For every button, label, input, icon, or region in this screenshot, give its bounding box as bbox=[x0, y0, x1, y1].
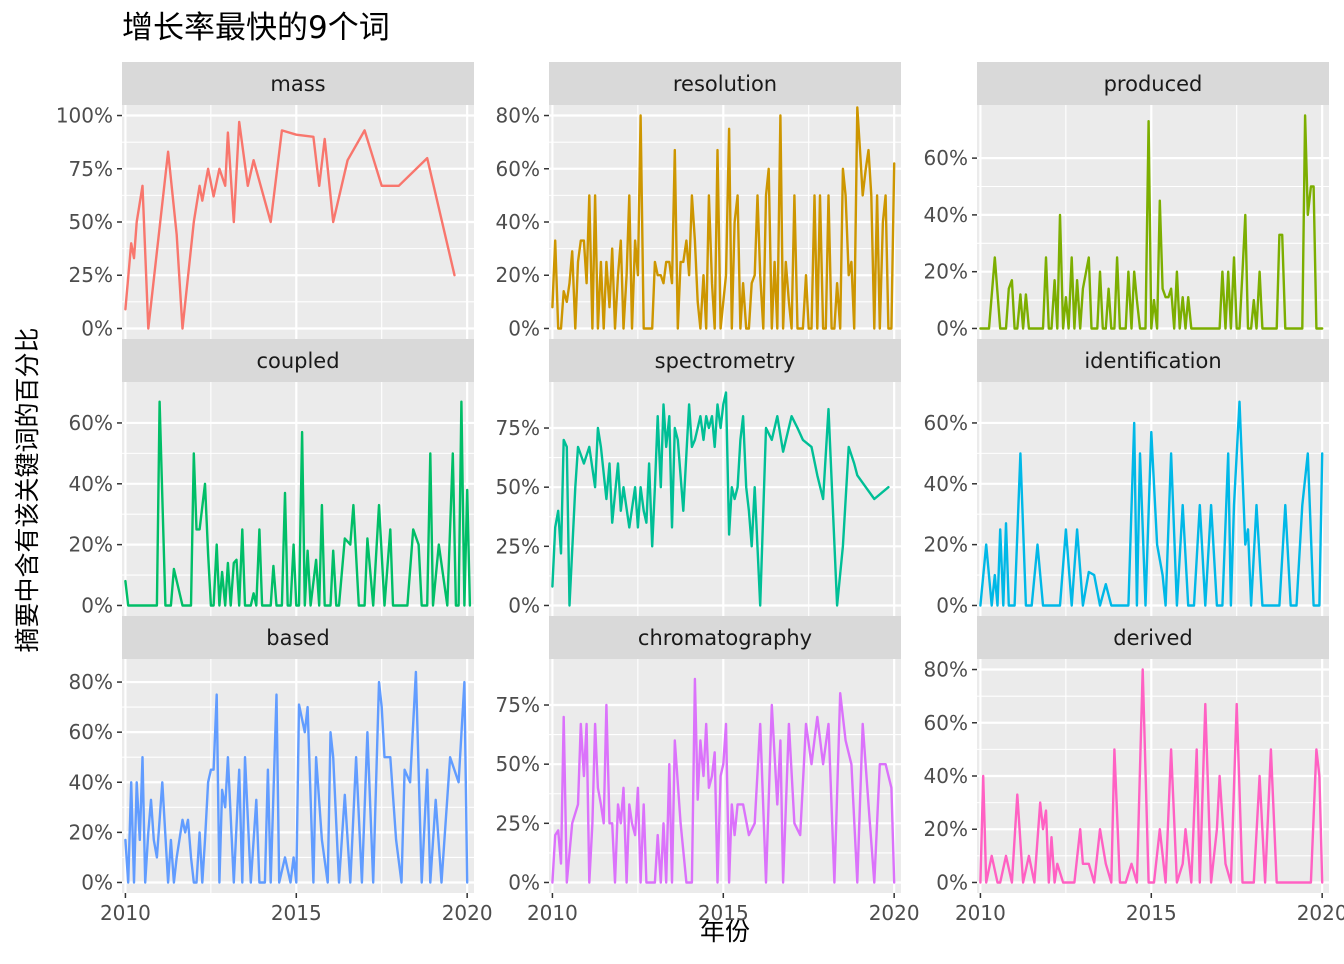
strip-mass bbox=[122, 62, 474, 105]
chart-title: 增长率最快的9个词 bbox=[122, 10, 390, 46]
y-tick-label: 40% bbox=[924, 472, 968, 496]
y-tick-label: 20% bbox=[924, 533, 968, 557]
series-line-coupled bbox=[124, 400, 472, 607]
y-tick-label: 60% bbox=[69, 720, 113, 744]
y-tick-label: 20% bbox=[69, 533, 113, 557]
series-line-mass bbox=[124, 120, 456, 330]
strip-derived bbox=[977, 616, 1329, 659]
strip-label-produced: produced bbox=[1104, 72, 1203, 96]
x-tick-label: 2015 bbox=[698, 901, 749, 925]
strip-produced bbox=[977, 62, 1329, 105]
series-line-produced bbox=[979, 114, 1324, 330]
y-tick-label: 0% bbox=[81, 593, 113, 617]
series-line-resolution bbox=[551, 106, 896, 330]
x-tick-label: 2020 bbox=[869, 901, 920, 925]
panel-resolution: resolution 0% 20% 40% 60% 80% bbox=[496, 62, 901, 344]
y-tick-label: 25% bbox=[496, 534, 540, 558]
series-line-chromatography bbox=[551, 677, 896, 884]
x-tick-label: 2010 bbox=[955, 901, 1006, 925]
panel-produced: produced 0% 20% 40% 60% bbox=[924, 62, 1329, 344]
strip-label-coupled: coupled bbox=[256, 349, 339, 373]
y-tick-label: 75% bbox=[496, 416, 540, 440]
panel-chromatography: chromatography 0% 25% 50% 75% 2010 2015 2020 bbox=[496, 616, 920, 925]
x-axis-title: 年份 bbox=[700, 917, 750, 946]
strip-identification bbox=[977, 339, 1329, 382]
series-line-spectrometry bbox=[551, 391, 890, 607]
strip-label-based: based bbox=[266, 626, 329, 650]
y-tick-label: 80% bbox=[69, 670, 113, 694]
strip-based bbox=[122, 616, 474, 659]
y-tick-label: 40% bbox=[496, 210, 540, 234]
panels: mass 0% 25% 50% 75% 100% resolution 0% 20% 40% 60%… bbox=[56, 62, 1344, 925]
x-tick-label: 2010 bbox=[527, 901, 578, 925]
panel-background-spectrometry bbox=[549, 382, 901, 616]
panel-based: based 0% 20% 40% 60% 80% 2010 2015 2020 bbox=[69, 616, 493, 925]
y-tick-label: 60% bbox=[496, 157, 540, 181]
y-tick-label: 50% bbox=[496, 475, 540, 499]
y-tick-label: 40% bbox=[924, 764, 968, 788]
strip-spectrometry bbox=[549, 339, 901, 382]
strip-chromatography bbox=[549, 616, 901, 659]
y-tick-label: 0% bbox=[936, 870, 968, 894]
y-tick-label: 75% bbox=[496, 693, 540, 717]
panel-derived: derived 0% 20% 40% 60% 80% 2010 2015 2020 bbox=[924, 616, 1344, 925]
strip-coupled bbox=[122, 339, 474, 382]
y-tick-label: 20% bbox=[924, 817, 968, 841]
y-tick-label: 20% bbox=[69, 820, 113, 844]
y-tick-label: 50% bbox=[69, 210, 113, 234]
panel-mass: mass 0% 25% 50% 75% 100% bbox=[56, 62, 474, 344]
series-line-derived bbox=[979, 668, 1324, 884]
panel-background-chromatography bbox=[549, 659, 901, 893]
panel-background-coupled bbox=[122, 382, 474, 616]
y-tick-label: 0% bbox=[936, 593, 968, 617]
strip-label-identification: identification bbox=[1084, 349, 1221, 373]
strip-label-chromatography: chromatography bbox=[638, 626, 812, 650]
y-tick-label: 0% bbox=[81, 316, 113, 340]
y-tick-label: 60% bbox=[69, 411, 113, 435]
y-tick-label: 25% bbox=[496, 811, 540, 835]
strip-label-mass: mass bbox=[270, 72, 325, 96]
y-axis-title: 摘要中含有该关键词的百分比 bbox=[13, 327, 42, 652]
y-tick-label: 80% bbox=[496, 104, 540, 128]
y-tick-label: 60% bbox=[924, 711, 968, 735]
strip-label-derived: derived bbox=[1113, 626, 1192, 650]
y-tick-label: 60% bbox=[924, 146, 968, 170]
x-tick-label: 2010 bbox=[100, 901, 151, 925]
y-tick-label: 0% bbox=[508, 870, 540, 894]
y-tick-label: 0% bbox=[508, 316, 540, 340]
y-tick-label: 40% bbox=[924, 203, 968, 227]
y-tick-label: 0% bbox=[508, 593, 540, 617]
y-tick-label: 40% bbox=[69, 770, 113, 794]
x-tick-label: 2015 bbox=[271, 901, 322, 925]
y-tick-label: 75% bbox=[69, 157, 113, 181]
y-tick-label: 20% bbox=[496, 263, 540, 287]
panel-identification: identification 0% 20% 40% 60% bbox=[924, 339, 1329, 621]
y-tick-label: 100% bbox=[56, 104, 113, 128]
series-line-based bbox=[124, 670, 469, 884]
panel-background-identification bbox=[977, 382, 1329, 616]
panel-coupled: coupled 0% 20% 40% 60% bbox=[69, 339, 474, 621]
y-tick-label: 50% bbox=[496, 752, 540, 776]
panel-spectrometry: spectrometry 0% 25% 50% 75% bbox=[496, 339, 901, 621]
series-line-identification bbox=[979, 400, 1324, 607]
strip-resolution bbox=[549, 62, 901, 105]
y-tick-label: 25% bbox=[69, 263, 113, 287]
strip-label-resolution: resolution bbox=[673, 72, 777, 96]
x-tick-label: 2015 bbox=[1126, 901, 1177, 925]
y-tick-label: 60% bbox=[924, 411, 968, 435]
y-tick-label: 0% bbox=[936, 316, 968, 340]
y-tick-label: 40% bbox=[69, 472, 113, 496]
y-tick-label: 80% bbox=[924, 658, 968, 682]
x-tick-label: 2020 bbox=[442, 901, 493, 925]
y-tick-label: 0% bbox=[81, 870, 113, 894]
y-tick-label: 20% bbox=[924, 260, 968, 284]
strip-label-spectrometry: spectrometry bbox=[655, 349, 796, 373]
x-tick-label: 2020 bbox=[1297, 901, 1344, 925]
